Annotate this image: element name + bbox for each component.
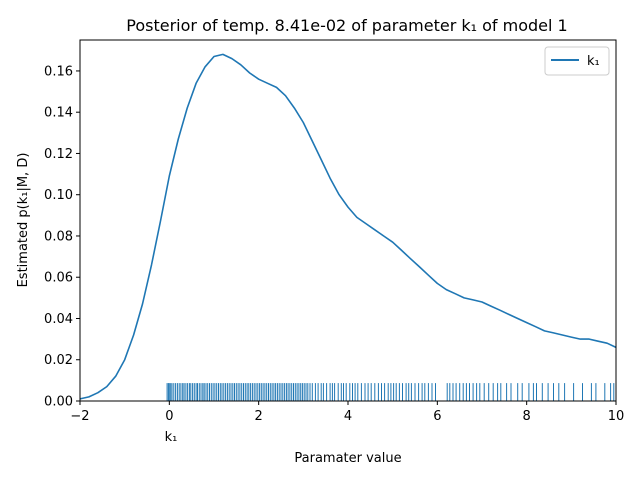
plot-area: [79, 53, 617, 401]
y-tick-label: 0.02: [44, 353, 73, 368]
y-tick-label: 0.16: [44, 64, 73, 79]
x-tick-label: 8: [523, 409, 531, 424]
x-tick-label: 10: [608, 409, 625, 424]
y-tick-label: 0.04: [44, 312, 73, 327]
y-tick-label: 0.00: [44, 395, 73, 410]
legend-label: k₁: [587, 54, 600, 69]
y-tick-label: 0.08: [44, 229, 73, 244]
x-axis-label: Paramater value: [294, 451, 401, 466]
y-tick-label: 0.06: [44, 271, 73, 286]
legend: k₁: [544, 46, 610, 76]
y-tick-label: 0.12: [44, 147, 73, 162]
x-tick-label: 6: [433, 409, 441, 424]
x-tick-label: 0: [165, 409, 173, 424]
y-tick-label: 0.14: [44, 106, 73, 121]
y-tick-label: 0.10: [44, 188, 73, 203]
x-tick-label: −2: [70, 409, 89, 424]
chart-title: Posterior of temp. 8.41e-02 of parameter…: [126, 16, 567, 35]
x-axis: −2 0 2 4 6 8 10: [70, 401, 624, 424]
series-line-k1: [79, 53, 617, 400]
x-tick-label: 4: [344, 409, 352, 424]
x-axis-annotation: k₁: [165, 430, 178, 445]
x-tick-label: 2: [255, 409, 263, 424]
y-axis: 0.00 0.02 0.04 0.06 0.08 0.10 0.12 0.14 0.16: [44, 64, 80, 410]
y-axis-label: Estimated p(k₁|M, D): [16, 153, 31, 288]
